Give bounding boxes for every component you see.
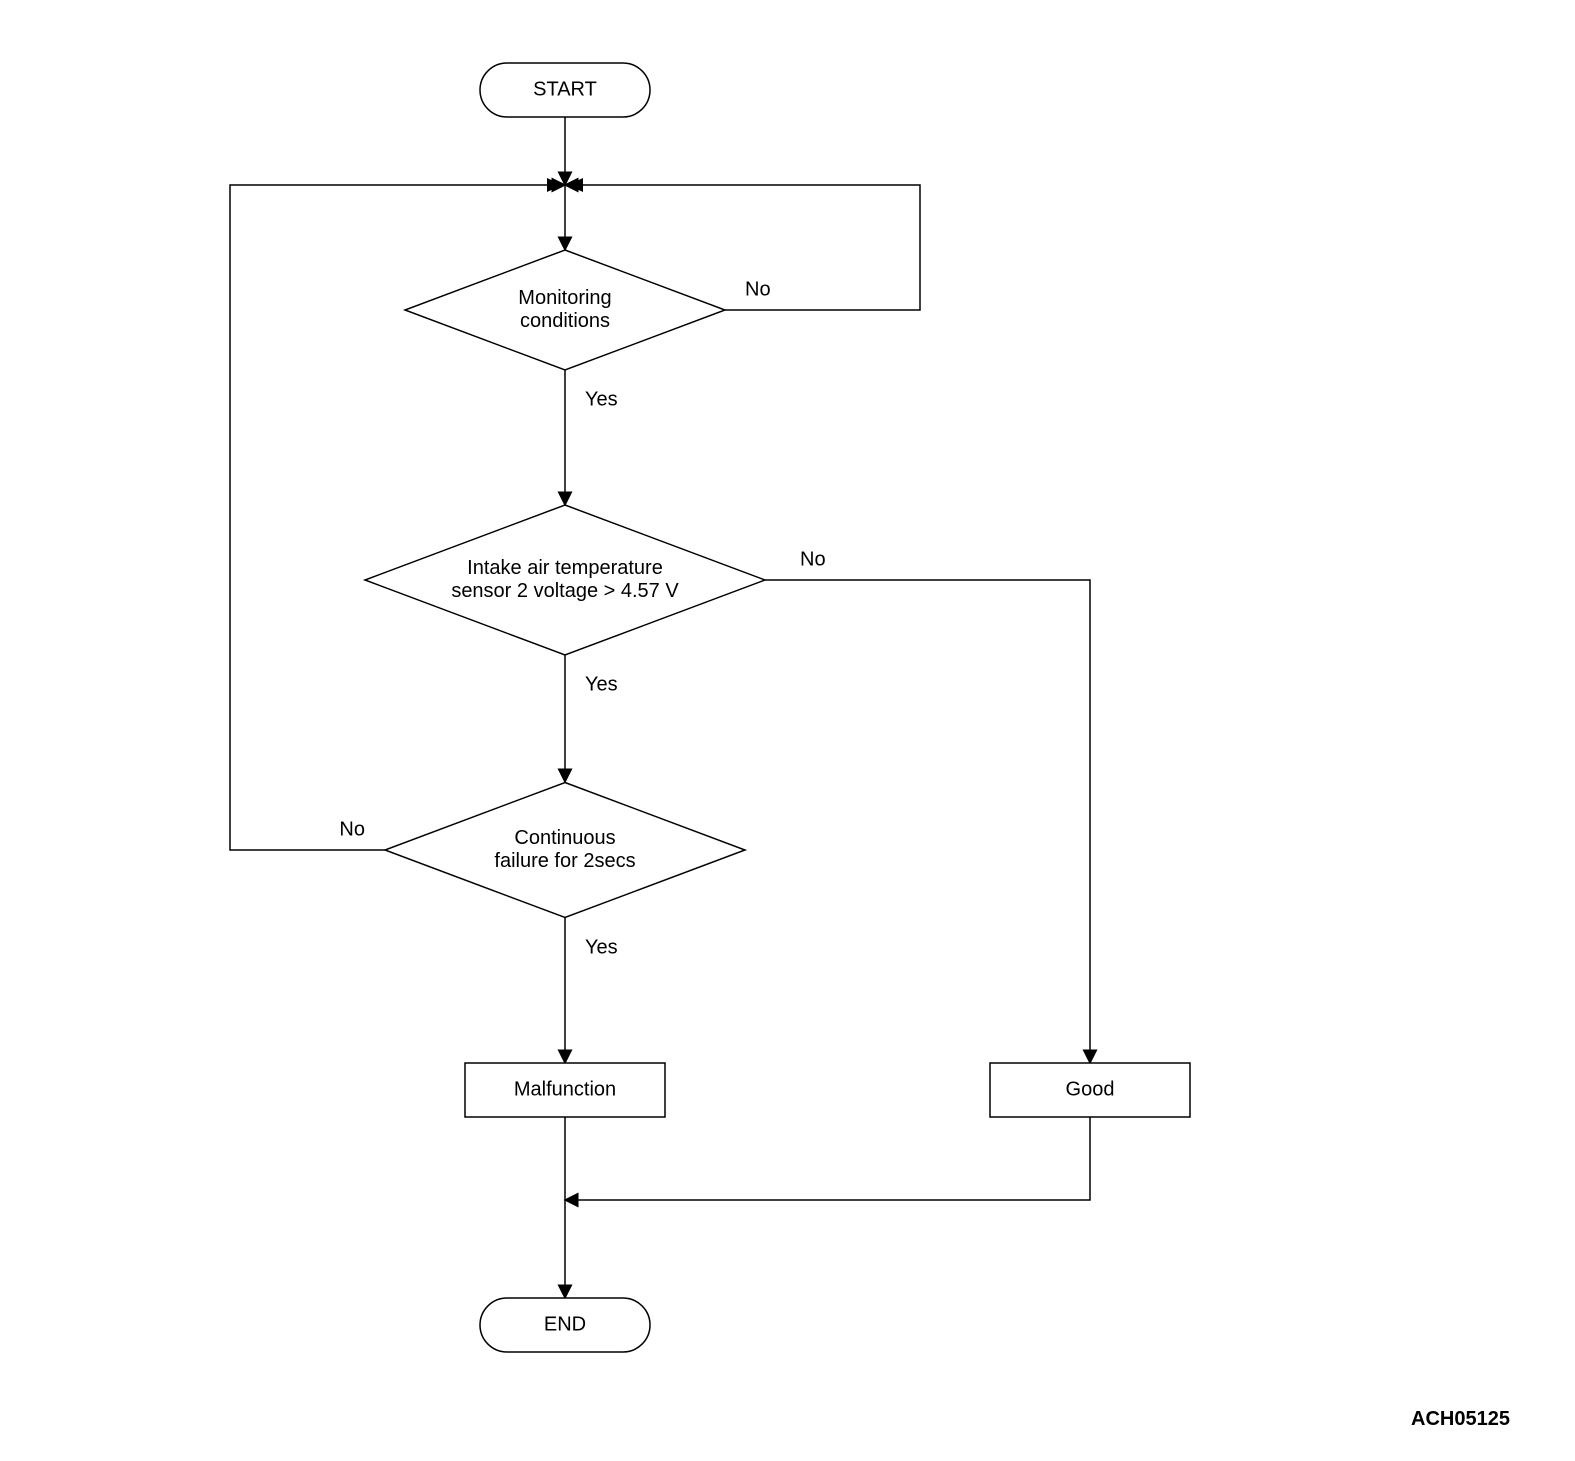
edge-e_d2_no [765,580,1090,1063]
node-d1-line-0: Monitoring [518,287,611,309]
edge-label-e_d1_no: No [745,278,771,300]
node-d3-line-0: Continuous [514,827,615,849]
edge-label-e_d2_d3: Yes [585,673,618,695]
node-good-line-0: Good [1066,1078,1115,1100]
node-start-line-0: START [533,78,597,100]
junction-arrow-right [568,178,583,192]
junction-arrow-left [547,178,562,192]
node-mal-line-0: Malfunction [514,1078,616,1100]
node-d2-line-1: sensor 2 voltage > 4.57 V [451,580,679,602]
edge-label-e_d3_no: No [339,818,365,840]
edge-label-e_d2_no: No [800,548,826,570]
footer-code: ACH05125 [1411,1408,1510,1430]
node-d3-line-1: failure for 2secs [494,850,635,872]
node-d1-line-1: conditions [520,310,610,332]
node-end-line-0: END [544,1313,586,1335]
edge-label-e_d3_mal: Yes [585,936,618,958]
edge-label-e_d1_d2: Yes [585,388,618,410]
edge-e_good_merge [565,1117,1090,1200]
node-d2-line-0: Intake air temperature [467,557,663,579]
